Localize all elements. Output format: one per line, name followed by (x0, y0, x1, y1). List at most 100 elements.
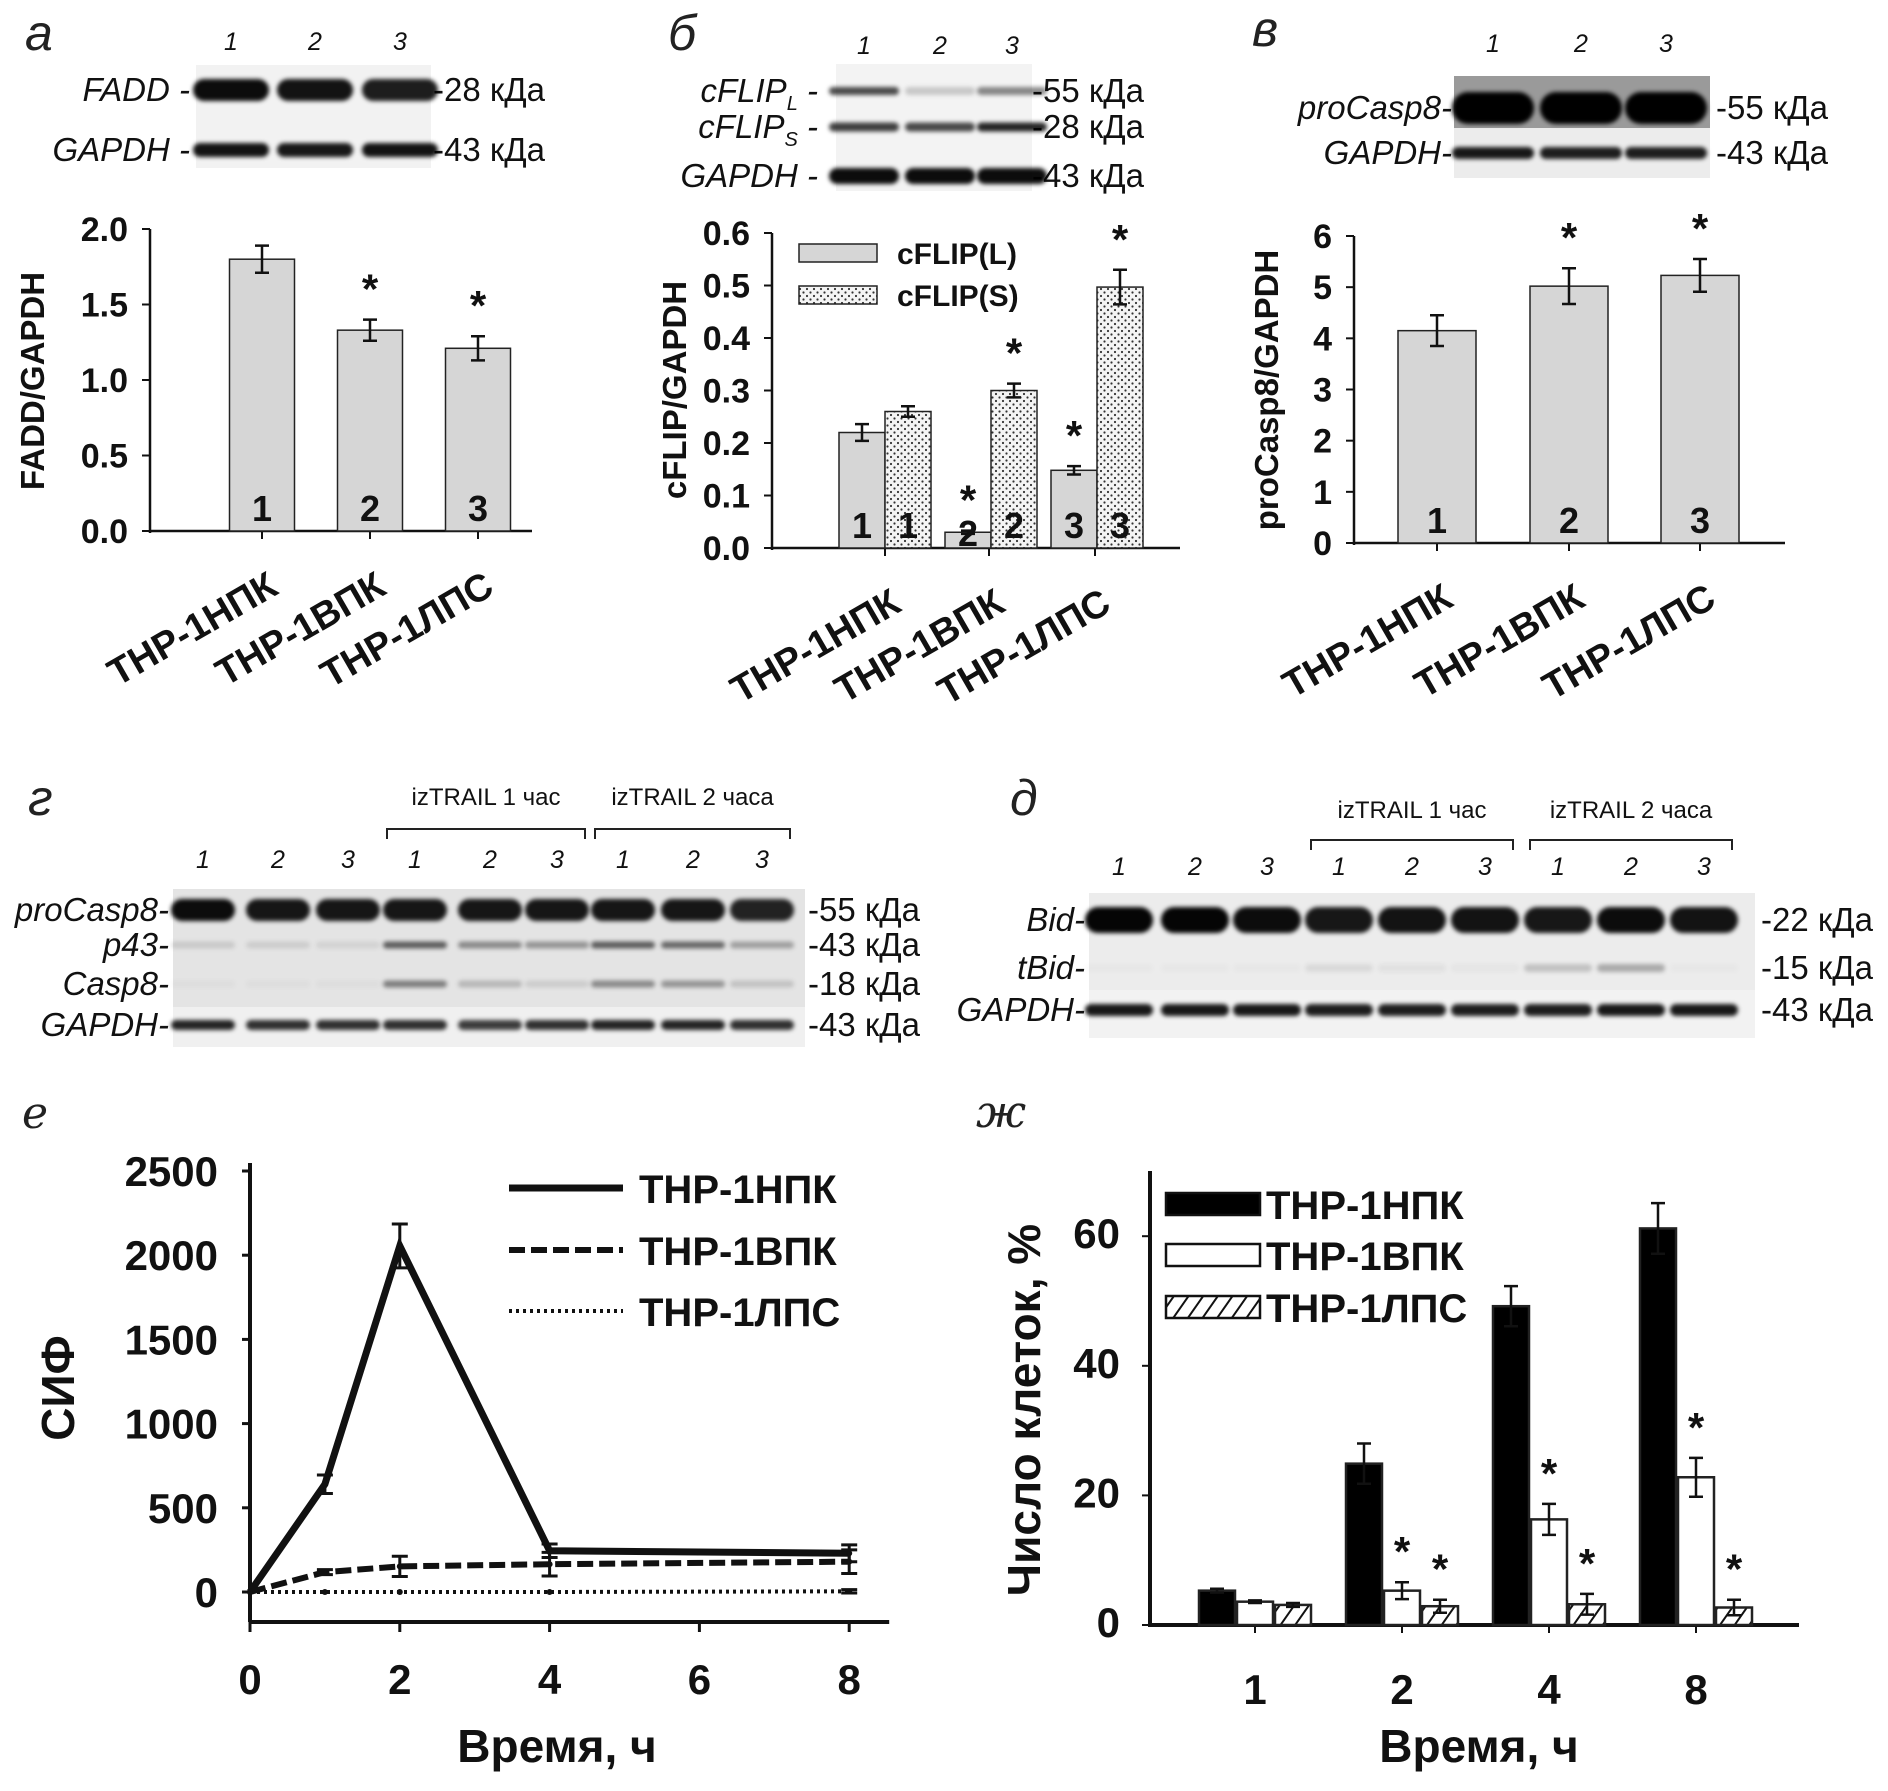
lane-number: 3 (1478, 853, 1492, 881)
bar (444, 347, 512, 532)
lane-number: 3 (1005, 32, 1019, 60)
protein-band (246, 981, 310, 988)
error-bar (255, 244, 269, 275)
error-bar (1248, 1599, 1262, 1605)
error-bar (1693, 257, 1707, 294)
y-tick-label: 0.2 (703, 425, 750, 463)
group-bracket (594, 828, 791, 839)
lane-number: 3 (1697, 853, 1711, 881)
protein-band (730, 941, 794, 949)
error-bar (855, 422, 869, 443)
significance-marker: * (1579, 1540, 1596, 1587)
lane-number: 1 (1112, 853, 1126, 881)
protein-band (730, 899, 794, 921)
chart-b: 0.00.10.20.30.40.50.6THP-1НПКTHP-1ВПКTHP… (656, 215, 1180, 713)
bar-number-label: 2 (360, 488, 380, 529)
protein-band (193, 143, 269, 157)
molecular-weight-label: -55 кДа (808, 891, 921, 928)
protein-band (246, 899, 310, 921)
significance-marker: * (1726, 1546, 1743, 1593)
significance-marker: * (1688, 1404, 1705, 1451)
protein-band (458, 1020, 522, 1030)
protein-band (1540, 147, 1622, 159)
error-bar (841, 1588, 858, 1595)
error-bar (1113, 268, 1127, 306)
error-bar (391, 1554, 408, 1579)
protein-band (171, 981, 235, 988)
bar-number-label: 3 (1064, 505, 1084, 546)
error-bar (1651, 1201, 1665, 1255)
protein-subscript: S (784, 129, 798, 151)
lane-number: 1 (616, 846, 630, 874)
bar (228, 258, 296, 532)
y-tick-label: 0.6 (703, 215, 750, 253)
significance-marker: * (1692, 205, 1709, 252)
error-bar (1430, 314, 1444, 348)
bar-number-label: 2 (1559, 500, 1579, 541)
blot-row-label: FADD - (82, 71, 190, 108)
protein-band (458, 899, 522, 921)
bar-number-label: 1 (252, 488, 272, 529)
bar-number-label: 1 (852, 505, 872, 546)
legend-label: THP-1ВПК (639, 1230, 837, 1274)
lane-number: 3 (1260, 853, 1274, 881)
y-axis-title: СИФ (32, 1335, 84, 1441)
legend-swatch (1164, 1294, 1262, 1320)
data-point (321, 1589, 328, 1595)
significance-marker: * (1066, 412, 1083, 459)
protein-name: cFLIP (698, 108, 784, 145)
protein-band (1161, 964, 1229, 972)
protein-band (1540, 92, 1622, 124)
protein-band (1305, 964, 1373, 972)
molecular-weight-label: -28 кДа (1032, 108, 1145, 145)
lane-number: 3 (393, 28, 407, 56)
lane-number: 3 (550, 846, 564, 874)
blot-row-label: Casp8- (63, 965, 169, 1002)
protein-band (1378, 964, 1446, 972)
legend-label: cFLIP(S) (897, 280, 1019, 313)
protein-band (905, 168, 975, 184)
protein-band (1085, 907, 1153, 933)
bar (1096, 286, 1144, 549)
y-axis-title: FADD/GAPDH (14, 272, 51, 490)
error-bar (1007, 382, 1021, 399)
significance-marker: * (1432, 1546, 1449, 1593)
protein-band (977, 122, 1047, 132)
bar (1235, 1600, 1275, 1627)
y-axis-title: Число клеток, % (998, 1224, 1050, 1596)
group-label: izTRAIL 2 часа (1550, 797, 1713, 824)
protein-band (591, 980, 655, 988)
y-tick-label: 60 (1073, 1210, 1120, 1257)
legend-swatch (798, 285, 878, 305)
blot-row-label: cFLIPS - (698, 108, 818, 151)
protein-band (1305, 907, 1373, 933)
protein-band (193, 79, 269, 101)
lane-number: 2 (932, 32, 947, 60)
x-category-label: 1 (1243, 1666, 1266, 1713)
bar (1344, 1462, 1384, 1627)
error-bar (1067, 464, 1081, 476)
bar (1676, 1476, 1716, 1627)
protein-band (171, 941, 235, 949)
western-blot-v: 1 2 3 proCasp8- -55 кДа GAPDH- -43 кДа (1297, 30, 1829, 178)
y-tick-label: 20 (1073, 1469, 1120, 1516)
legend-label: THP-1ЛПС (1266, 1287, 1467, 1331)
x-tick-label: 2 (388, 1656, 411, 1703)
protein-band (246, 941, 310, 949)
protein-band (1670, 1004, 1738, 1016)
blot-row-label: GAPDH - (680, 157, 818, 194)
protein-band (1233, 964, 1301, 972)
error-bar (541, 1550, 558, 1578)
lane-number: 2 (270, 846, 285, 874)
blot-row-label: cFLIPL - (701, 72, 819, 115)
protein-band (1451, 1004, 1519, 1016)
protein-band (316, 899, 380, 921)
significance-marker: * (470, 282, 487, 329)
lane-number: 1 (196, 846, 210, 874)
group-bracket (1529, 839, 1733, 850)
error-bar (1286, 1601, 1300, 1609)
protein-band (730, 1020, 794, 1030)
legend-swatch (1164, 1242, 1262, 1268)
error-bar (391, 1222, 408, 1270)
group-bracket (386, 828, 586, 839)
